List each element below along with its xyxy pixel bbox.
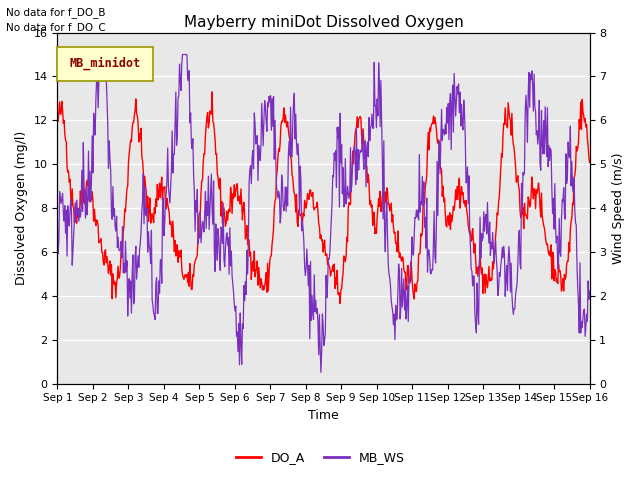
Y-axis label: Dissolved Oxygen (mg/l): Dissolved Oxygen (mg/l) [15,131,28,285]
Text: No data for f_DO_B: No data for f_DO_B [6,7,106,18]
Text: No data for f_DO_C: No data for f_DO_C [6,22,106,33]
Legend: DO_A, MB_WS: DO_A, MB_WS [230,446,410,469]
X-axis label: Time: Time [308,409,339,422]
Y-axis label: Wind Speed (m/s): Wind Speed (m/s) [612,152,625,264]
Title: Mayberry miniDot Dissolved Oxygen: Mayberry miniDot Dissolved Oxygen [184,15,463,30]
Text: MB_minidot: MB_minidot [70,57,141,71]
